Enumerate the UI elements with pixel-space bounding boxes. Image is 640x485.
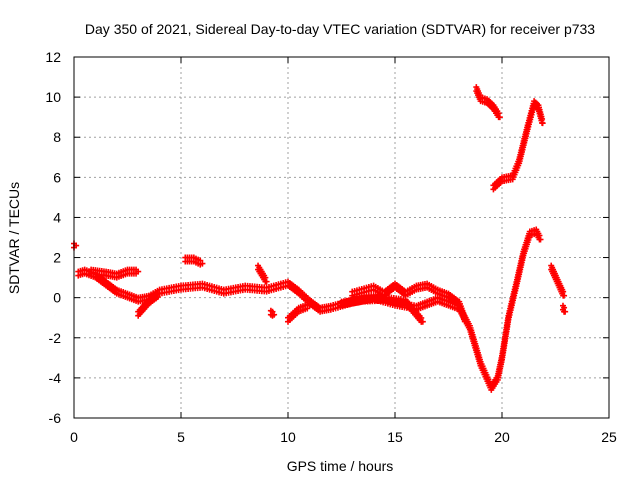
grid bbox=[74, 57, 609, 418]
data-point bbox=[135, 268, 142, 275]
y-axis-label: SDTVAR / TECUs bbox=[6, 182, 22, 294]
y-tick-label: 2 bbox=[53, 250, 61, 266]
y-tick-label: 6 bbox=[53, 169, 61, 185]
data-point bbox=[156, 290, 163, 297]
data-point bbox=[419, 318, 426, 325]
y-tick-label: 0 bbox=[53, 290, 61, 306]
data-point bbox=[199, 260, 206, 267]
data-point bbox=[154, 293, 161, 300]
chart-title: Day 350 of 2021, Sidereal Day-to-day VTE… bbox=[85, 21, 595, 37]
data-point bbox=[263, 278, 270, 285]
plot-border bbox=[73, 56, 610, 419]
x-axis-label: GPS time / hours bbox=[287, 458, 394, 474]
data-point bbox=[306, 302, 313, 309]
x-tick-label: 25 bbox=[601, 429, 617, 445]
data-marks bbox=[71, 84, 569, 393]
y-tick-label: 4 bbox=[53, 209, 61, 225]
x-tick-label: 5 bbox=[177, 429, 185, 445]
data-point bbox=[561, 292, 568, 299]
x-tick-label: 20 bbox=[494, 429, 510, 445]
y-tick-label: -6 bbox=[49, 410, 62, 426]
y-tick-label: 12 bbox=[45, 49, 61, 65]
data-point bbox=[271, 311, 278, 318]
x-tick-label: 10 bbox=[280, 429, 296, 445]
axis-ticks: 0 5 10 15 20 25 -6 -4 -2 0 2 4 6 8 10 12 bbox=[45, 49, 617, 445]
data-point bbox=[537, 236, 544, 243]
y-tick-label: 10 bbox=[45, 89, 61, 105]
data-point bbox=[462, 318, 469, 325]
data-point bbox=[496, 114, 503, 121]
y-tick-label: -2 bbox=[49, 330, 62, 346]
y-tick-label: 8 bbox=[53, 129, 61, 145]
data-point bbox=[539, 120, 546, 127]
x-tick-label: 15 bbox=[387, 429, 403, 445]
y-tick-label: -4 bbox=[49, 370, 62, 386]
x-tick-label: 0 bbox=[70, 429, 78, 445]
data-point bbox=[562, 308, 569, 315]
